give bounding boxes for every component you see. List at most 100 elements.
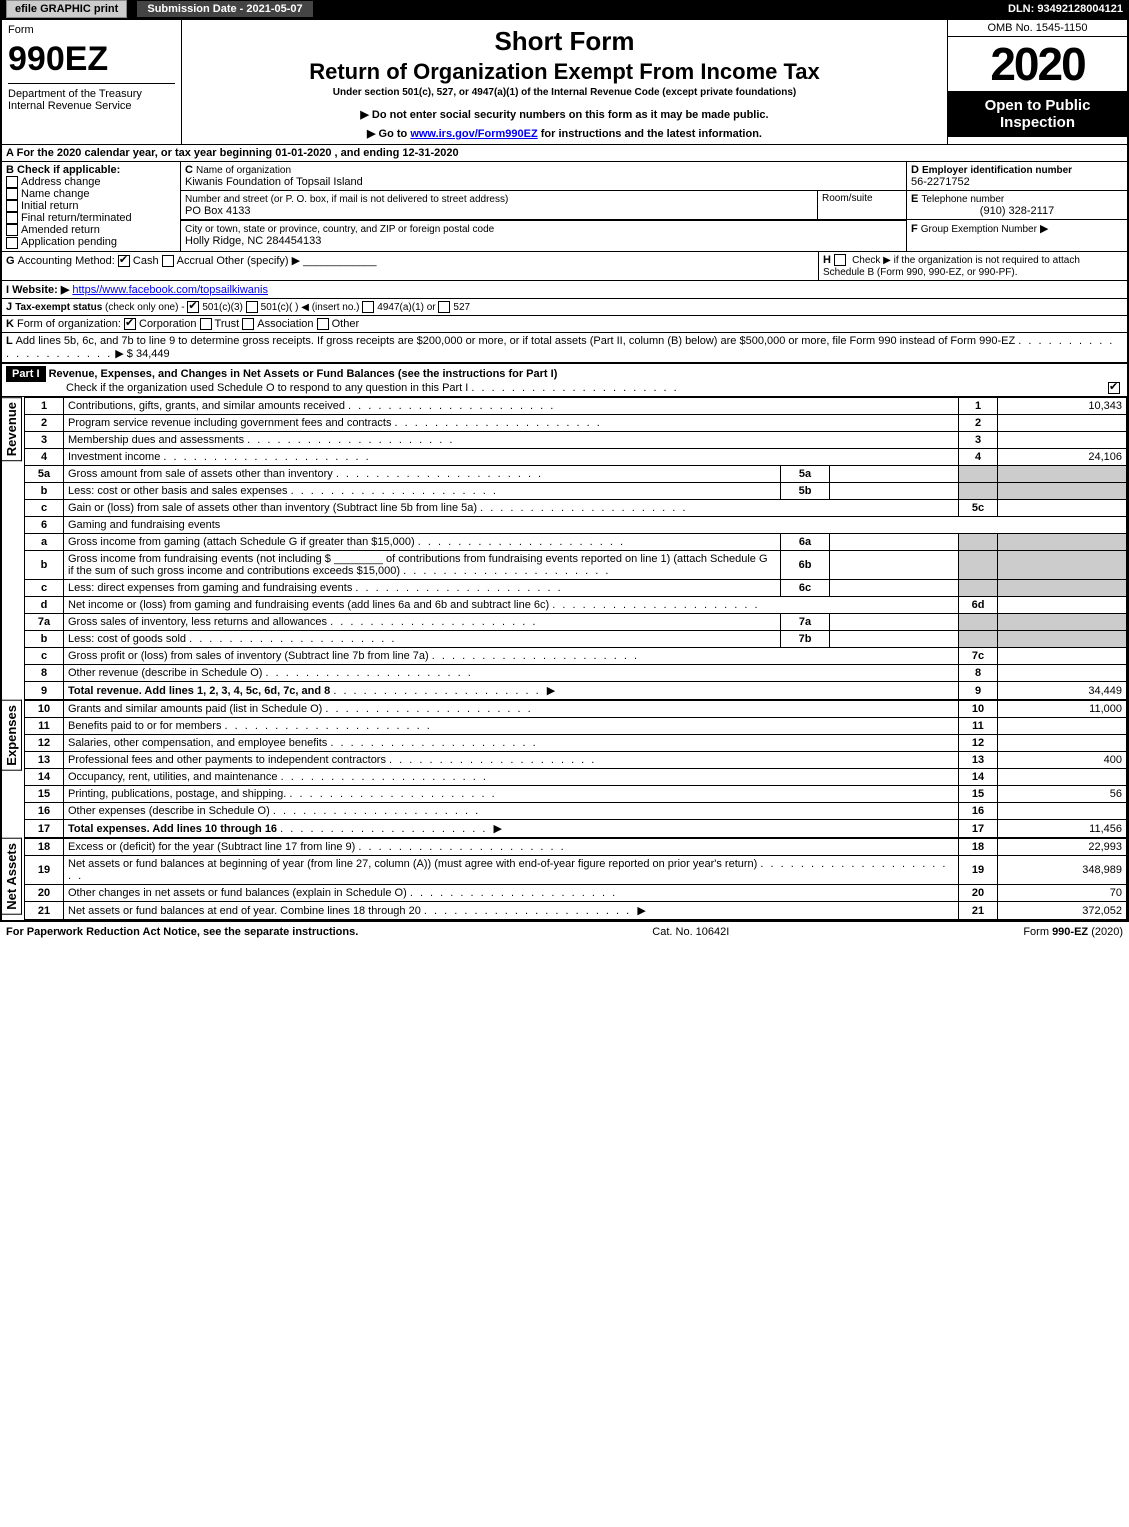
irs-link[interactable]: www.irs.gov/Form990EZ (410, 128, 537, 140)
group-exemption-arrow-icon: ▶ (1040, 223, 1048, 235)
form-org-label: Form of organization: (17, 318, 121, 330)
irs-label: Internal Revenue Service (8, 100, 175, 112)
line-13: 13Professional fees and other payments t… (25, 752, 1127, 769)
line-6: 6Gaming and fundraising events (25, 517, 1127, 534)
cash-checkbox[interactable] (118, 255, 130, 267)
footer-mid: Cat. No. 10642I (652, 926, 729, 938)
tax-year: 2020 (948, 37, 1127, 91)
line-c: cLess: direct expenses from gaming and f… (25, 580, 1127, 597)
501c3-checkbox[interactable] (187, 301, 199, 313)
part-1-badge: Part I (6, 366, 46, 382)
goto-arrow-icon (367, 128, 379, 140)
line-17: 17Total expenses. Add lines 10 through 1… (25, 820, 1127, 838)
line-3: 3Membership dues and assessments 3 (25, 432, 1127, 449)
line-18: 18Excess or (deficit) for the year (Subt… (25, 839, 1127, 856)
form-header: Form 990EZ Department of the Treasury In… (2, 20, 1127, 145)
section-k-row: K Form of organization: Corporation Trus… (2, 316, 1127, 333)
line-c: cGain or (loss) from sale of assets othe… (25, 500, 1127, 517)
line-8: 8Other revenue (describe in Schedule O) … (25, 665, 1127, 682)
phone-label: Telephone number (921, 194, 1004, 205)
expenses-section: Expenses 10Grants and similar amounts pa… (2, 700, 1127, 838)
phone-value: (910) 328-2117 (911, 205, 1123, 217)
part-1-header: Part I Revenue, Expenses, and Changes in… (2, 363, 1127, 397)
checkbox-amended-return[interactable] (6, 224, 18, 236)
footer-left: For Paperwork Reduction Act Notice, see … (6, 926, 358, 938)
return-title: Return of Organization Exempt From Incom… (186, 59, 943, 85)
corporation-checkbox[interactable] (124, 318, 136, 330)
line-5a: 5aGross amount from sale of assets other… (25, 466, 1127, 483)
city-value: Holly Ridge, NC 284454133 (185, 235, 321, 247)
accrual-checkbox[interactable] (162, 255, 174, 267)
revenue-vertical-label: Revenue (2, 397, 22, 461)
header-middle: Short Form Return of Organization Exempt… (182, 20, 947, 144)
4947-checkbox[interactable] (362, 301, 374, 313)
schedule-o-checkbox[interactable] (1108, 382, 1120, 394)
501c-checkbox[interactable] (246, 301, 258, 313)
section-a-text: For the 2020 calendar year, or tax year … (17, 147, 459, 159)
line-7a: 7aGross sales of inventory, less returns… (25, 614, 1127, 631)
footer-right: Form 990-EZ (2020) (1023, 926, 1123, 938)
section-l-arrow: ▶ $ (115, 348, 136, 360)
part-1-heading: Revenue, Expenses, and Changes in Net As… (49, 368, 558, 380)
section-h-text: Check ▶ if the organization is not requi… (823, 255, 1080, 278)
goto-line: Go to www.irs.gov/Form990EZ for instruct… (186, 127, 943, 140)
goto-post: for instructions and the latest informat… (541, 128, 762, 140)
org-name-label: Name of organization (196, 165, 291, 176)
open-public-box: Open to Public Inspection (948, 91, 1127, 137)
line-10: 10Grants and similar amounts paid (list … (25, 701, 1127, 718)
ein-value: 56-2271752 (911, 176, 970, 188)
website-label: Website: ▶ (12, 284, 69, 296)
topbar-left: efile GRAPHIC print Submission Date - 20… (6, 3, 314, 15)
page-footer: For Paperwork Reduction Act Notice, see … (0, 922, 1129, 942)
street-label: Number and street (or P. O. box, if mail… (185, 194, 508, 205)
dots-icon (471, 382, 678, 394)
527-checkbox[interactable] (438, 301, 450, 313)
section-c: C Name of organization Kiwanis Foundatio… (181, 162, 906, 251)
short-form-title: Short Form (186, 26, 943, 57)
checkbox-address-change[interactable] (6, 176, 18, 188)
expenses-table: 10Grants and similar amounts paid (list … (24, 700, 1127, 838)
other-checkbox[interactable] (317, 318, 329, 330)
revenue-table: 1Contributions, gifts, grants, and simil… (24, 397, 1127, 700)
netassets-section: Net Assets 18Excess or (deficit) for the… (2, 838, 1127, 920)
checkbox-name-change[interactable] (6, 188, 18, 200)
top-bar: efile GRAPHIC print Submission Date - 20… (0, 0, 1129, 18)
line-21: 21Net assets or fund balances at end of … (25, 902, 1127, 920)
schedule-b-checkbox[interactable] (834, 254, 846, 266)
line-9: 9Total revenue. Add lines 1, 2, 3, 4, 5c… (25, 682, 1127, 700)
part-1-check-text: Check if the organization used Schedule … (66, 382, 468, 394)
section-j-row: J Tax-exempt status (check only one) - 5… (2, 299, 1127, 316)
line-19: 19Net assets or fund balances at beginni… (25, 856, 1127, 885)
line-15: 15Printing, publications, postage, and s… (25, 786, 1127, 803)
city-label: City or town, state or province, country… (185, 224, 494, 235)
efile-print-button[interactable]: efile GRAPHIC print (6, 0, 127, 18)
netassets-table: 18Excess or (deficit) for the year (Subt… (24, 838, 1127, 920)
trust-checkbox[interactable] (200, 318, 212, 330)
tax-exempt-text: Tax-exempt status (check only one) - 501… (15, 302, 470, 313)
form-container: Form 990EZ Department of the Treasury In… (0, 18, 1129, 922)
line-c: cGross profit or (loss) from sales of in… (25, 648, 1127, 665)
dln-label: DLN: 93492128004121 (1008, 3, 1123, 15)
checkbox-application-pending[interactable] (6, 237, 18, 249)
checkbox-final-return-terminated[interactable] (6, 212, 18, 224)
section-a-row: A For the 2020 calendar year, or tax yea… (2, 145, 1127, 162)
accounting-label: Accounting Method: (18, 255, 115, 267)
website-link[interactable]: https//www.facebook.com/topsailkiwanis (72, 284, 268, 296)
header-right: OMB No. 1545-1150 2020 Open to Public In… (947, 20, 1127, 144)
submission-date-label: Submission Date - 2021-05-07 (136, 0, 313, 18)
section-l-amount: 34,449 (136, 348, 170, 360)
line-1: 1Contributions, gifts, grants, and simil… (25, 398, 1127, 415)
association-checkbox[interactable] (242, 318, 254, 330)
line-14: 14Occupancy, rent, utilities, and mainte… (25, 769, 1127, 786)
goto-pre: Go to (379, 128, 411, 140)
line-2: 2Program service revenue including gover… (25, 415, 1127, 432)
checkbox-initial-return[interactable] (6, 200, 18, 212)
ein-label: Employer identification number (922, 165, 1072, 176)
section-gh-row: G Accounting Method: Cash Accrual Other … (2, 252, 1127, 281)
expenses-vertical-label: Expenses (2, 700, 22, 771)
form-word: Form (8, 24, 175, 36)
dept-treasury: Department of the Treasury (8, 88, 175, 100)
section-b: B Check if applicable: Address changeNam… (2, 162, 181, 251)
group-exemption-label: Group Exemption Number (921, 224, 1037, 235)
line-a: aGross income from gaming (attach Schedu… (25, 534, 1127, 551)
